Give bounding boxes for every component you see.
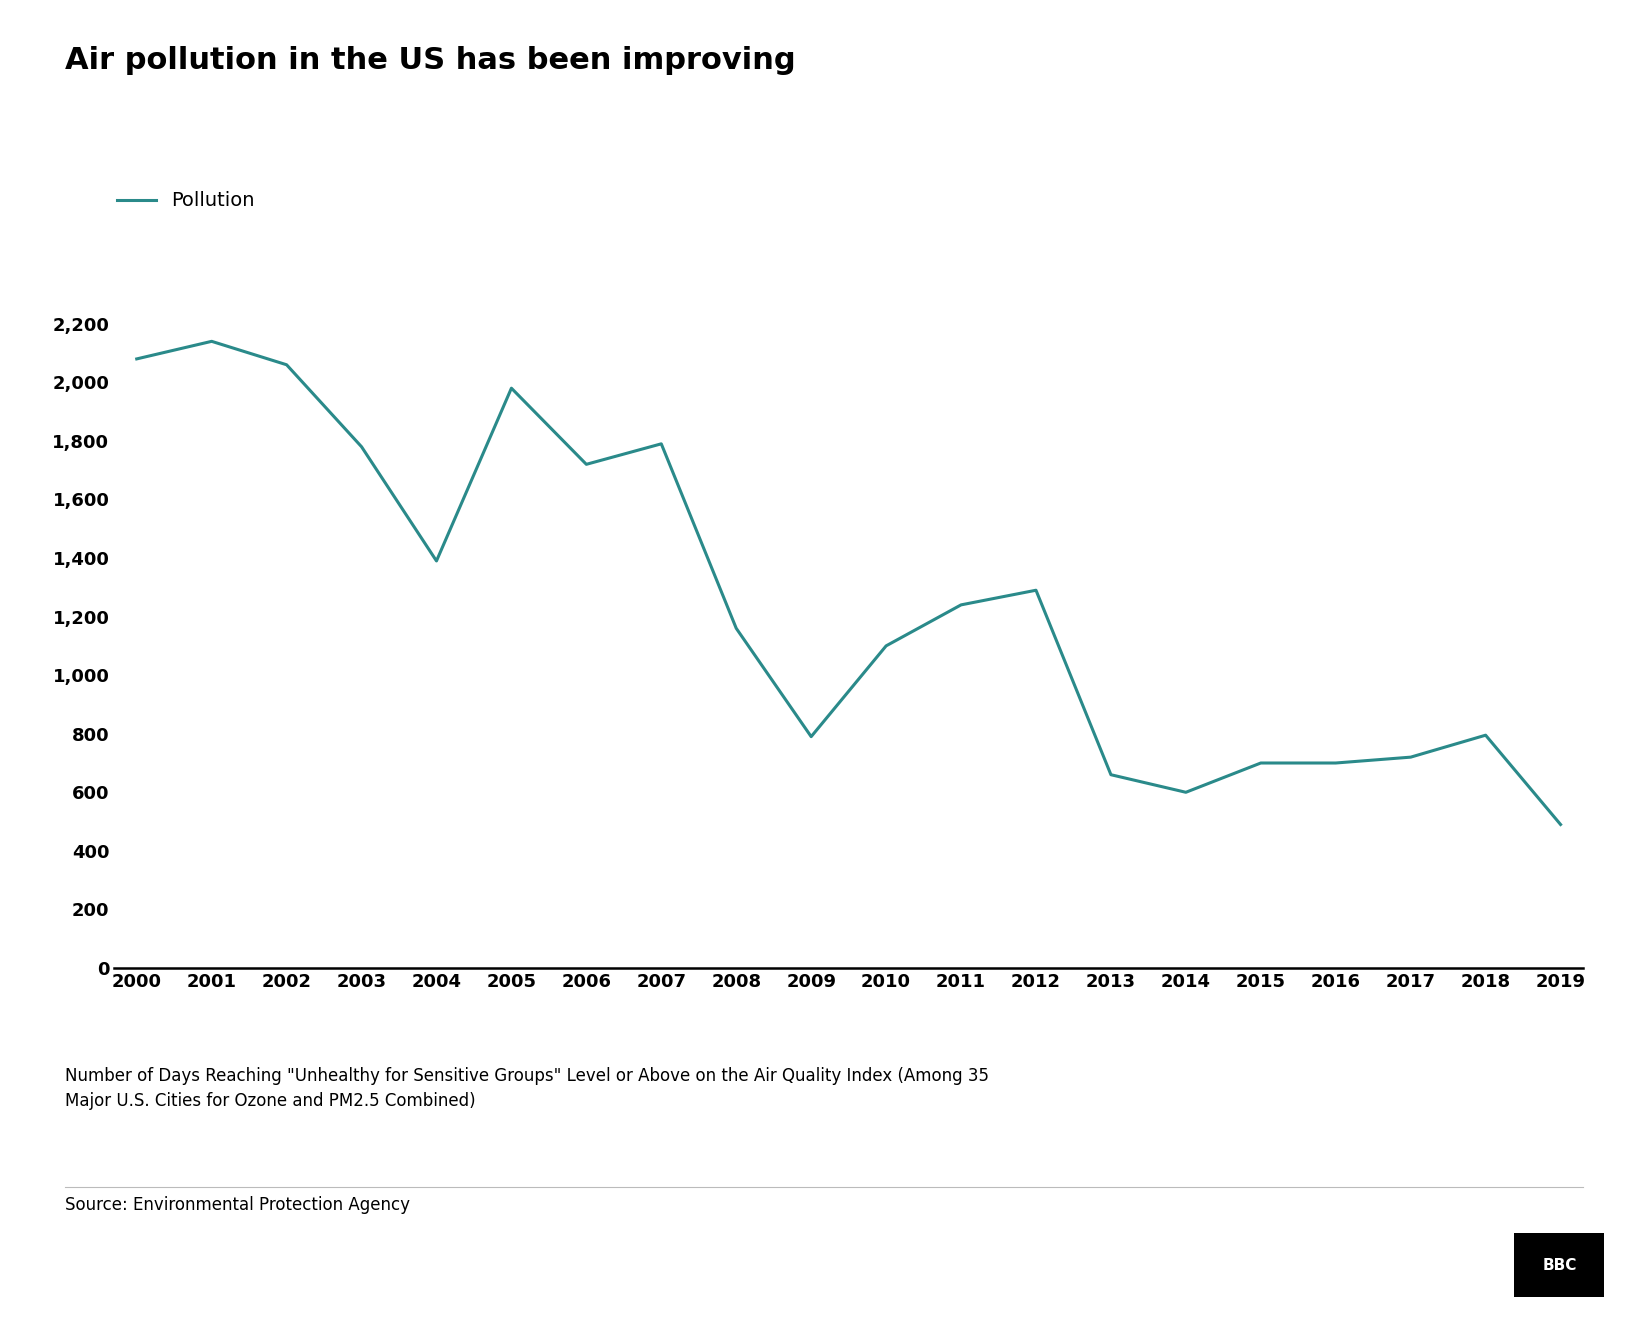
Text: Number of Days Reaching "Unhealthy for Sensitive Groups" Level or Above on the A: Number of Days Reaching "Unhealthy for S… <box>65 1067 989 1110</box>
Legend: Pollution: Pollution <box>109 183 263 217</box>
Text: Source: Environmental Protection Agency: Source: Environmental Protection Agency <box>65 1196 410 1215</box>
Text: Air pollution in the US has been improving: Air pollution in the US has been improvi… <box>65 46 796 76</box>
Text: BBC: BBC <box>1542 1257 1577 1273</box>
